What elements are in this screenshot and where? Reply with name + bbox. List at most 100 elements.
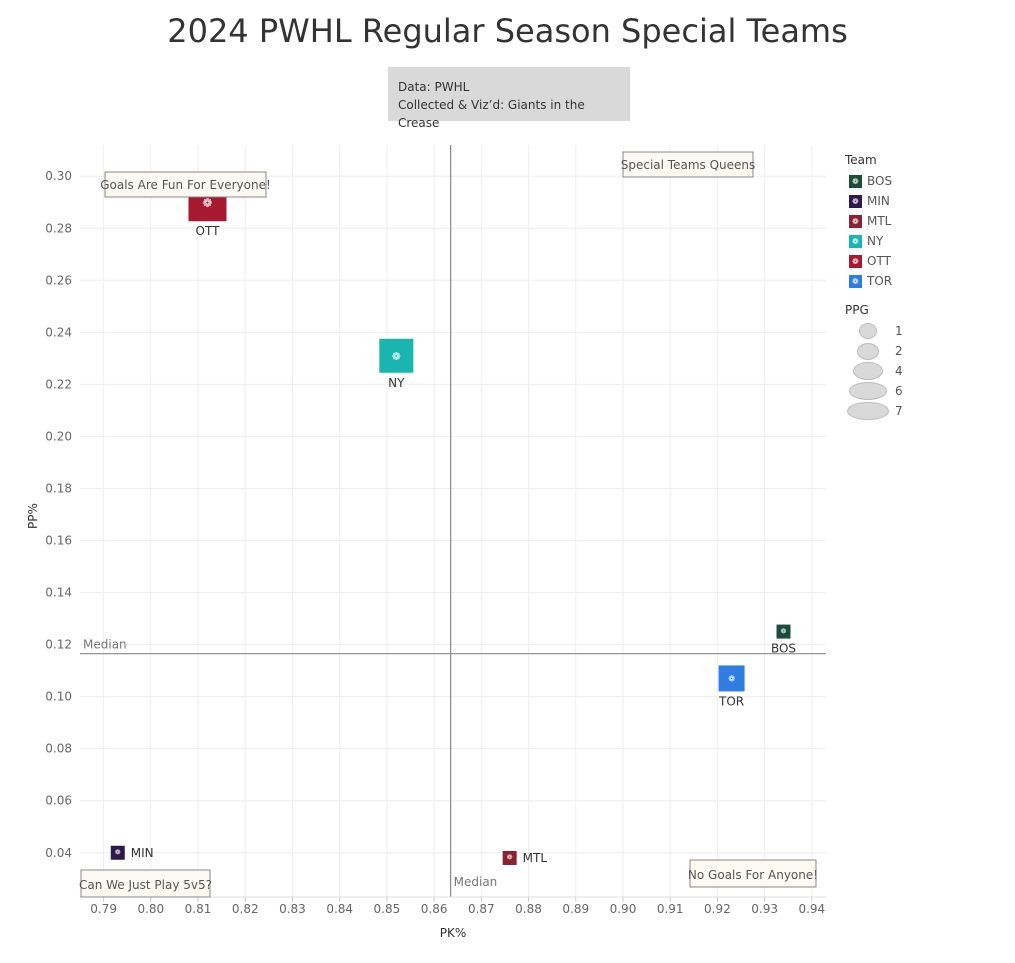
team-logo-icon: ❁ — [849, 194, 862, 208]
legend-item-label: BOS — [867, 174, 893, 188]
team-logo-icon: ❁ — [392, 350, 401, 363]
x-tick-label: 0.81 — [185, 902, 212, 916]
y-tick-label: 0.04 — [45, 846, 72, 860]
annotation-top-left-text: Goals Are Fun For Everyone! — [100, 178, 271, 192]
ppg-legend-label: 2 — [895, 344, 903, 358]
team-label-min: MIN — [131, 846, 154, 860]
x-tick-label: 0.84 — [326, 902, 353, 916]
data-point-tor: ❁ TOR — [718, 665, 745, 708]
source-line-credit: Collected & Viz’d: Giants in the Crease — [398, 98, 585, 130]
ppg-size-shape — [849, 382, 887, 400]
legend-team-title: Team — [845, 153, 877, 167]
x-tick-label: 0.79 — [90, 902, 117, 916]
y-tick-label: 0.08 — [45, 742, 72, 756]
team-label-ott: OTT — [196, 224, 221, 238]
team-marker-bos — [776, 624, 791, 639]
x-tick-label: 0.88 — [515, 902, 542, 916]
team-legend: ❁ BOS ❁ MIN ❁ MTL ❁ NY ❁ OTT ❁ TOR — [845, 171, 903, 291]
legend-item-tor[interactable]: ❁ TOR — [845, 271, 903, 291]
x-tick-label: 0.85 — [374, 902, 401, 916]
ppg-legend-label: 6 — [895, 384, 903, 398]
y-tick-label: 0.30 — [45, 169, 72, 183]
annotation-bottom-left-text: Can We Just Play 5v5? — [79, 878, 212, 892]
y-tick-label: 0.06 — [45, 794, 72, 808]
team-logo-icon: ❁ — [849, 254, 862, 268]
legend-item-label: NY — [867, 234, 884, 248]
annotation-top-left: Goals Are Fun For Everyone! — [100, 171, 271, 198]
ppg-size-shape — [859, 323, 877, 339]
grid — [80, 145, 826, 897]
annotation-top-right-text: Special Teams Queens — [621, 158, 756, 172]
ppg-legend-item: 4 — [845, 361, 903, 381]
ppg-legend-label: 7 — [895, 404, 903, 418]
x-tick-label: 0.94 — [798, 902, 825, 916]
legend-item-bos[interactable]: ❁ BOS — [845, 171, 903, 191]
data-point-mtl: ❁ MTL — [502, 850, 548, 865]
team-label-bos: BOS — [771, 642, 796, 656]
legend-item-label: TOR — [867, 274, 893, 288]
x-tick-label: 0.82 — [232, 902, 259, 916]
y-tick-label: 0.18 — [45, 481, 72, 495]
data-point-min: ❁ MIN — [110, 845, 154, 860]
ppg-legend-item: 6 — [845, 381, 903, 401]
ppg-size-shape — [853, 362, 883, 380]
legend-item-ny[interactable]: ❁ NY — [845, 231, 903, 251]
team-logo-icon: ❁ — [728, 674, 735, 684]
team-logo-icon: ❁ — [202, 196, 212, 210]
median-label-pk: Median — [454, 875, 498, 889]
y-tick-label: 0.14 — [45, 586, 72, 600]
y-tick-label: 0.24 — [45, 325, 72, 339]
median-label-pp: Median — [83, 638, 127, 652]
team-logo-icon: ❁ — [781, 627, 787, 635]
team-logo-icon: ❁ — [849, 234, 862, 248]
annotation-bottom-left: Can We Just Play 5v5? — [79, 869, 212, 898]
team-marker-mtl — [502, 850, 517, 865]
legend-item-min[interactable]: ❁ MIN — [845, 191, 903, 211]
median-lines: Median Median — [80, 145, 826, 897]
y-axis-title: PP% — [26, 503, 40, 529]
x-tick-label: 0.93 — [751, 902, 778, 916]
source-line-data: Data: PWHL — [398, 80, 470, 94]
ppg-legend-item: 1 — [845, 321, 903, 341]
source-box: Data: PWHL Collected & Viz’d: Giants in … — [388, 67, 630, 130]
y-tick-label: 0.10 — [45, 690, 72, 704]
data-points: ❁ BOS ❁ MIN ❁ MTL ❁ NY ❁ OTT ❁ TOR — [110, 183, 796, 865]
legend-item-label: MIN — [867, 194, 890, 208]
x-tick-label: 0.86 — [421, 902, 448, 916]
x-tick-label: 0.80 — [137, 902, 164, 916]
legend-item-mtl[interactable]: ❁ MTL — [845, 211, 903, 231]
team-logo-icon: ❁ — [849, 274, 862, 288]
ppg-size-shape — [847, 402, 889, 420]
x-tick-label: 0.92 — [704, 902, 731, 916]
team-label-mtl: MTL — [523, 851, 548, 865]
x-axis-title: PK% — [440, 926, 467, 940]
team-label-ny: NY — [388, 376, 405, 390]
annotation-bottom-right: No Goals For Anyone! — [688, 859, 818, 888]
ppg-legend-item: 2 — [845, 341, 903, 361]
ppg-size-shape — [857, 342, 879, 360]
chart-title: 2024 PWHL Regular Season Special Teams — [167, 12, 848, 50]
x-tick-label: 0.91 — [657, 902, 684, 916]
legend-item-ott[interactable]: ❁ OTT — [845, 251, 903, 271]
x-tick-label: 0.83 — [279, 902, 306, 916]
team-marker-tor — [718, 665, 745, 692]
team-logo-icon: ❁ — [849, 174, 862, 188]
team-label-tor: TOR — [718, 694, 744, 708]
data-point-bos: ❁ BOS — [771, 624, 796, 656]
y-tick-label: 0.12 — [45, 638, 72, 652]
x-tick-label: 0.87 — [468, 902, 495, 916]
axis-ticks: 0.79 0.80 0.81 0.82 0.83 0.84 0.85 0.86 0.87 0.88… — [45, 169, 826, 916]
legend: Team ❁ BOS ❁ MIN ❁ MTL ❁ NY ❁ OTT ❁ TOR PPG 1 2 4 6 7 — [845, 153, 903, 421]
y-tick-label: 0.28 — [45, 221, 72, 235]
ppg-legend: 1 2 4 6 7 — [845, 321, 903, 421]
legend-item-label: OTT — [867, 254, 891, 268]
ppg-legend-label: 1 — [895, 324, 903, 338]
annotation-top-right: Special Teams Queens — [621, 151, 756, 178]
legend-item-label: MTL — [867, 214, 892, 228]
team-logo-icon: ❁ — [115, 848, 121, 856]
y-tick-label: 0.22 — [45, 377, 72, 391]
data-point-ny: ❁ NY — [379, 338, 414, 390]
y-tick-label: 0.20 — [45, 429, 72, 443]
team-marker-ny — [379, 338, 414, 373]
